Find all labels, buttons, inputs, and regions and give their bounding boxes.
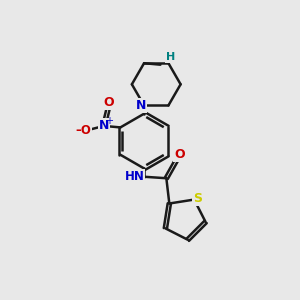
Text: S: S [193,192,202,205]
Text: O: O [103,96,114,109]
Text: N: N [99,119,109,132]
Text: +: + [105,116,113,126]
Text: H: H [166,52,176,62]
Text: O: O [174,148,185,161]
Text: N: N [136,99,146,112]
Text: HN: HN [124,170,145,183]
Text: –O: –O [75,124,91,137]
